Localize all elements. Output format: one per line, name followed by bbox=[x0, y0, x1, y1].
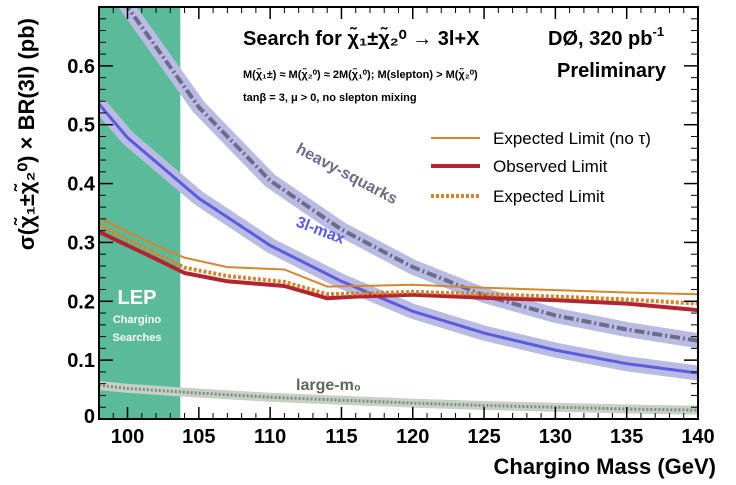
y-tick-label: 0.2 bbox=[67, 291, 95, 313]
experiment-sup: -1 bbox=[652, 24, 664, 39]
series-line-1 bbox=[99, 229, 698, 313]
y-tick-label: 0.5 bbox=[67, 115, 95, 137]
x-tick-label: 130 bbox=[539, 426, 572, 448]
lep-sublabel-searches: Searches bbox=[113, 332, 162, 344]
y-tick-label: 0 bbox=[84, 406, 95, 428]
x-tick-label: 115 bbox=[325, 426, 357, 448]
theory-line-large-m bbox=[99, 384, 698, 412]
y-tick-label: 0.4 bbox=[67, 174, 96, 196]
assumption-params: tanβ = 3, μ > 0, no slepton mixing bbox=[243, 92, 417, 104]
experiment-name: DØ, 320 pb bbox=[548, 28, 652, 50]
plot-curves bbox=[99, 7, 698, 415]
y-axis-title: σ(χ̃₁±χ̃₂⁰) × BR(3l) (pb) bbox=[14, 18, 39, 250]
assumption-mass: M(χ̃₁±) ≈ M(χ̃₂⁰) ≈ 2M(χ̃₁⁰); M(slepton)… bbox=[243, 68, 478, 81]
x-tick-label: 135 bbox=[610, 426, 643, 448]
chart-title: Search for χ̃₁±χ̃₂⁰ → 3l+X bbox=[243, 26, 480, 50]
series-line-2 bbox=[99, 223, 698, 306]
x-tick-label: 110 bbox=[254, 426, 286, 448]
experiment-label: DØ, 320 pb-1 bbox=[548, 24, 664, 50]
x-tick-label: 120 bbox=[396, 426, 429, 448]
y-tick-label: 0.1 bbox=[67, 350, 95, 372]
legend-label-observed: Observed Limit bbox=[493, 157, 608, 176]
status-label: Preliminary bbox=[557, 60, 667, 82]
lep-excluded-region bbox=[99, 7, 181, 419]
axis-ticks: 100 105 110 115 120 125 130 135 140 0.1 0.2 0.3 0.4 0… bbox=[67, 7, 715, 448]
y-tick-label: 0.6 bbox=[67, 56, 95, 78]
y-tick-label: 0.3 bbox=[67, 232, 95, 254]
lep-sublabel-chargino: Chargino bbox=[113, 314, 162, 326]
label-large-m0: large-m₀ bbox=[296, 377, 361, 394]
x-axis-title: Chargino Mass (GeV) bbox=[494, 454, 716, 479]
x-tick-label: 125 bbox=[467, 426, 500, 448]
x-tick-label: 140 bbox=[681, 426, 714, 448]
x-tick-label: 100 bbox=[111, 426, 144, 448]
legend: Expected Limit (no τ) Observed Limit Exp… bbox=[431, 129, 651, 206]
lep-region-fill bbox=[99, 7, 181, 419]
legend-label-expected: Expected Limit bbox=[493, 187, 605, 206]
legend-label-expected-no-tau: Expected Limit (no τ) bbox=[493, 129, 651, 148]
x-tick-label: 105 bbox=[182, 426, 215, 448]
lep-label: LEP bbox=[118, 287, 157, 309]
theory-line-heavy-squarks bbox=[125, 7, 698, 343]
series-line-0 bbox=[99, 216, 698, 296]
